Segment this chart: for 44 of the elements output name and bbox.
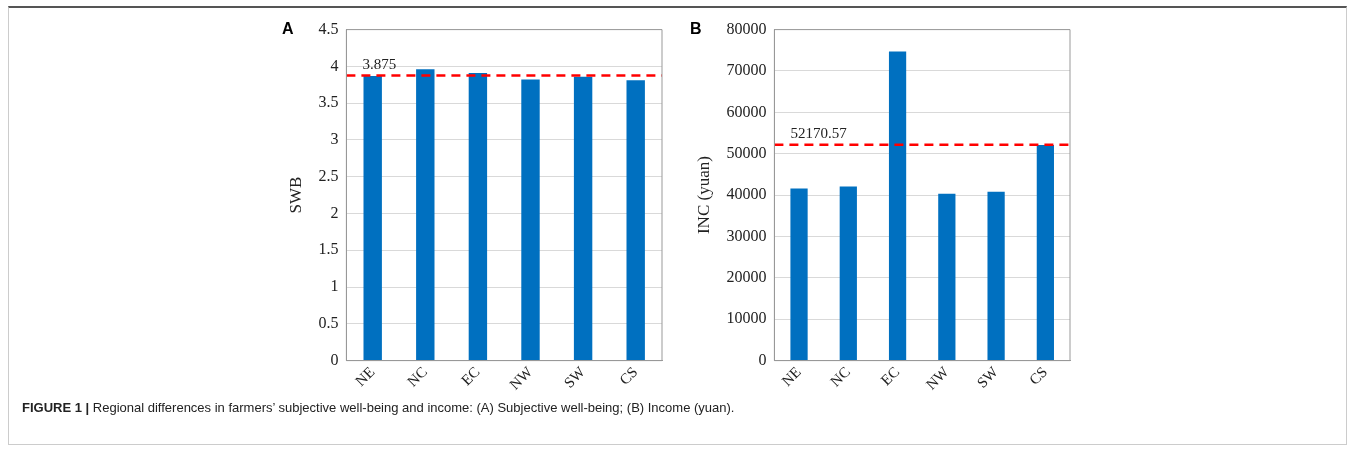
- y-tick-label: 4: [330, 56, 339, 74]
- y-tick-label: 80000: [726, 19, 767, 37]
- y-tick-label: 0: [758, 350, 767, 368]
- y-tick-label: 3: [330, 130, 339, 148]
- chart-title: A: [282, 20, 294, 38]
- x-tick-label: NE: [352, 363, 378, 390]
- x-tick-label: SW: [973, 362, 1002, 391]
- bar: [790, 188, 808, 361]
- y-tick-label: 60000: [726, 102, 767, 120]
- y-tick-label: 30000: [726, 226, 767, 244]
- y-tick-label: 2.5: [318, 166, 339, 184]
- y-tick-label: 2: [330, 203, 339, 221]
- y-tick-label: 10000: [726, 309, 767, 327]
- x-tick-label: CS: [1025, 363, 1051, 388]
- y-tick-label: 4.5: [318, 19, 339, 37]
- x-tick-label: SW: [560, 362, 589, 391]
- bar: [1036, 145, 1054, 361]
- y-tick-label: 0: [330, 350, 339, 368]
- x-tick-label: NW: [506, 362, 536, 393]
- y-tick-label: 20000: [726, 268, 767, 286]
- y-tick-label: 1.5: [318, 240, 339, 258]
- bar: [987, 191, 1005, 361]
- x-tick-label: NW: [922, 362, 953, 393]
- y-tick-label: 3.5: [318, 93, 339, 111]
- x-tick-label: NC: [404, 363, 431, 390]
- bar: [839, 186, 857, 361]
- ref-line-label: 52170.57: [790, 125, 848, 142]
- y-tick-label: 70000: [726, 61, 767, 79]
- y-axis-title: SWB: [285, 176, 305, 214]
- x-tick-label: EC: [457, 363, 483, 389]
- x-tick-label: NE: [778, 363, 804, 390]
- bar: [938, 193, 956, 361]
- chart-title: B: [690, 20, 702, 38]
- x-tick-label: EC: [877, 363, 903, 389]
- y-axis-title: INC (yuan): [693, 156, 713, 235]
- y-tick-label: 40000: [726, 185, 767, 203]
- ref-line-label: 3.875: [362, 56, 397, 73]
- y-tick-label: 50000: [726, 143, 767, 161]
- bar: [888, 51, 907, 361]
- y-tick-label: 0.5: [318, 314, 339, 332]
- caption: FIGURE 1 | Regional differences in farmers’ subjective well-being and income: (A) Subjective well-being; (B) Income (yuan).: [22, 400, 735, 415]
- x-tick-label: CS: [616, 363, 641, 388]
- x-tick-label: NC: [827, 363, 854, 390]
- y-tick-label: 1: [330, 277, 339, 295]
